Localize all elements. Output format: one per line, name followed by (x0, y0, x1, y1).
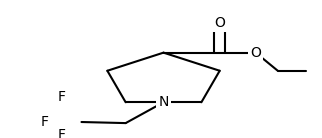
Text: F: F (58, 128, 66, 138)
Text: O: O (250, 46, 261, 60)
Text: N: N (158, 95, 169, 109)
Text: F: F (40, 115, 48, 129)
Text: O: O (214, 16, 225, 30)
Text: F: F (58, 90, 66, 104)
